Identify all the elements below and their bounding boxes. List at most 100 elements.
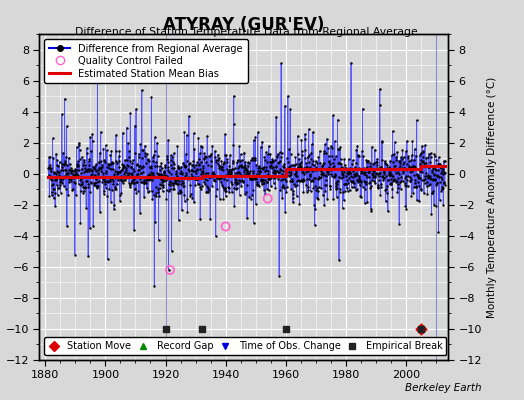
Point [219, 160, 227, 167]
Point [362, 180, 370, 187]
Point [71, 168, 80, 174]
Point [218, 164, 226, 170]
Point [76, 177, 84, 183]
Point [272, 174, 280, 180]
Point [376, 86, 384, 92]
Point [264, 176, 272, 182]
Point [330, 174, 338, 180]
Point [93, 179, 101, 185]
Point [328, 153, 336, 159]
Point [178, 170, 187, 176]
Point [410, 163, 418, 170]
Point [169, 180, 177, 186]
Point [207, 163, 215, 169]
Point [147, 165, 155, 171]
Point [437, 188, 445, 194]
Point [248, 187, 257, 193]
Point [165, 267, 173, 273]
Point [137, 165, 146, 172]
Point [288, 178, 297, 184]
Point [411, 152, 420, 159]
Point [144, 172, 152, 178]
Point [373, 162, 381, 168]
Point [104, 162, 113, 168]
Point [103, 178, 111, 184]
Point [290, 162, 298, 168]
Point [266, 164, 275, 170]
Point [368, 170, 377, 176]
Point [168, 154, 176, 160]
Point [389, 159, 398, 166]
Point [191, 182, 200, 188]
Point [408, 168, 417, 174]
Point [250, 174, 259, 181]
Point [70, 179, 78, 186]
Point [211, 148, 219, 154]
Point [324, 144, 332, 151]
Point [94, 170, 102, 176]
Point [383, 183, 391, 190]
Point [287, 151, 295, 157]
Point [238, 164, 246, 170]
Point [151, 190, 160, 196]
Point [247, 157, 255, 163]
Point [332, 180, 341, 186]
Point [234, 168, 242, 175]
Point [354, 176, 363, 183]
Point [379, 177, 387, 184]
Point [428, 167, 436, 174]
Point [331, 170, 340, 177]
Point [297, 159, 305, 166]
Point [296, 161, 304, 167]
Point [314, 183, 323, 190]
Point [173, 181, 182, 188]
Point [136, 176, 144, 182]
Point [67, 168, 75, 174]
Point [340, 161, 348, 168]
Point [324, 159, 333, 166]
Point [78, 179, 86, 186]
Point [340, 168, 348, 175]
Point [216, 163, 224, 169]
Point [268, 164, 277, 170]
Point [361, 169, 369, 175]
Point [286, 106, 294, 113]
Point [179, 162, 188, 168]
Point [402, 173, 410, 179]
Point [160, 170, 168, 176]
Point [400, 174, 409, 181]
Point [52, 171, 61, 177]
Point [430, 151, 439, 158]
Point [194, 162, 203, 169]
Point [198, 168, 206, 174]
Point [127, 180, 136, 187]
Point [236, 171, 245, 177]
Point [308, 141, 316, 148]
Point [119, 180, 128, 186]
Point [269, 179, 278, 186]
Point [102, 168, 111, 174]
Point [336, 164, 345, 171]
Point [189, 162, 197, 168]
Point [380, 170, 389, 177]
Point [148, 196, 157, 202]
Point [240, 166, 248, 173]
Point [410, 184, 419, 190]
Point [345, 169, 353, 176]
Point [419, 154, 427, 160]
Point [100, 191, 108, 197]
Point [351, 172, 359, 178]
Point [50, 169, 59, 176]
Point [349, 178, 357, 184]
Point [253, 180, 261, 187]
Point [355, 177, 364, 183]
Point [375, 165, 384, 171]
Point [311, 183, 320, 189]
Point [329, 196, 337, 202]
Point [103, 164, 112, 170]
Point [277, 166, 285, 173]
Point [338, 171, 346, 178]
Point [325, 183, 334, 189]
Point [407, 157, 416, 164]
Point [137, 155, 146, 161]
